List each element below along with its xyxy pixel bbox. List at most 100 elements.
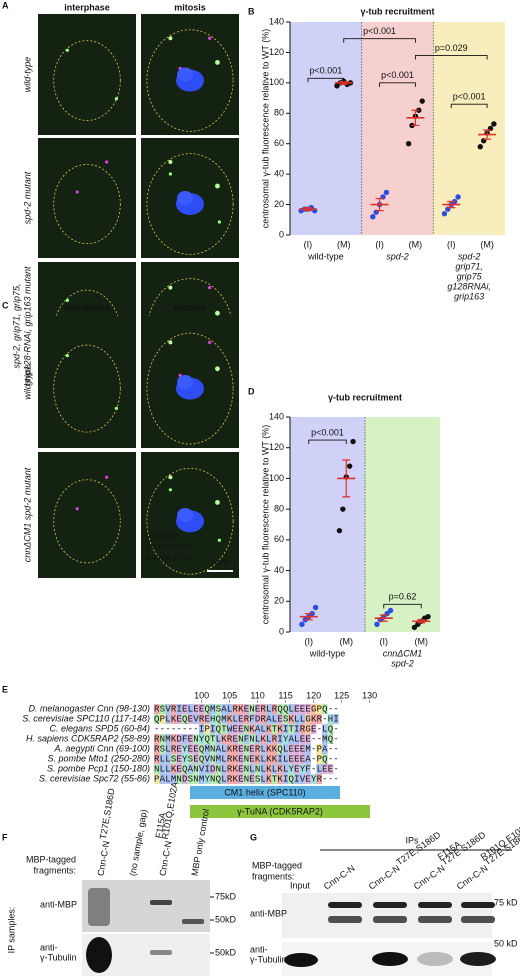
significance-bracket	[343, 38, 416, 43]
residue-cell	[232, 754, 238, 764]
blot-label: γ-Tubulin	[250, 954, 287, 964]
significance-bracket	[450, 103, 488, 109]
residue-cell	[198, 744, 205, 754]
y-tick-label: 140	[269, 16, 284, 26]
significance-label: p<0.001	[453, 92, 486, 102]
residue-cell	[221, 734, 227, 744]
residue-cell	[221, 774, 227, 784]
lane-label: (no sample, gap)	[127, 809, 149, 877]
residue-cell	[210, 724, 216, 734]
residue-cell	[204, 724, 210, 734]
significance-label: p<0.001	[309, 66, 342, 76]
significance-label: p<0.001	[363, 26, 396, 36]
residue-cell	[165, 754, 171, 764]
blot-band	[418, 916, 452, 923]
residue-cell	[187, 704, 194, 714]
centrosome-dot	[217, 538, 221, 542]
data-point	[336, 527, 343, 534]
marker-label: 50kD	[215, 914, 237, 924]
residue-cell	[305, 704, 311, 714]
residue-cell	[198, 774, 205, 784]
dna	[177, 67, 194, 82]
residue-cell	[187, 774, 194, 784]
residue-cell	[277, 774, 283, 784]
residue-cell	[221, 724, 227, 734]
sequence: PALMNDSNMYNQLRKENESLKTKIQIVEYR---	[154, 774, 339, 784]
sequence: RNMKDFENYQTLKRENFNLKLRIYALEE--MQ-	[154, 734, 339, 744]
group-label: grip71,	[455, 261, 483, 271]
significance-label: p=0.62	[389, 592, 417, 602]
residue-cell	[221, 764, 227, 774]
residue-cell	[316, 774, 322, 784]
species-name: H. sapiens CDK5RAP2 (58-89)	[26, 733, 150, 743]
data-point	[312, 604, 319, 611]
residue-cell	[249, 774, 255, 784]
residue-cell	[294, 704, 300, 714]
y-tick-label: 0	[279, 229, 284, 239]
centrosome-dot	[208, 36, 212, 40]
residue-cell	[221, 744, 227, 754]
blot-label: anti-MBP	[40, 899, 77, 909]
residue-cell	[249, 724, 255, 734]
sequence-row: --------IPIQTWEENKALKTKITIRGE-LQ-	[154, 724, 339, 734]
panel-label: D	[248, 386, 255, 396]
residue-cell	[322, 754, 328, 764]
residue-cell	[254, 774, 261, 784]
sequence-row: RLLSEYSEQVNMLRKENEKLKKILEEEA-PQ--	[154, 754, 339, 764]
residue-cell	[210, 734, 216, 744]
data-point	[491, 121, 497, 127]
lane-name: (no sample, gap)	[127, 809, 149, 877]
x-tick-label: (I)	[447, 239, 456, 249]
species-name: C. elegans SPD5 (60-84)	[49, 723, 150, 733]
group-label: wild-type	[307, 251, 344, 261]
residue-cell	[266, 754, 272, 764]
blot-band	[86, 937, 112, 973]
lane-superscript: T27E,S186D	[394, 829, 442, 867]
blot-band	[150, 900, 172, 905]
residue-cell	[310, 774, 317, 784]
y-tick-label: 40	[274, 565, 284, 575]
residue-cell	[221, 714, 227, 724]
residue-cell	[215, 714, 222, 724]
residue-cell	[238, 774, 244, 784]
legend-entry: centrosome	[146, 541, 193, 551]
residue-cell	[288, 724, 294, 734]
residue-cell	[198, 734, 205, 744]
group-label: grip163	[454, 291, 484, 301]
residue-cell	[170, 734, 177, 744]
residue-cell	[215, 754, 222, 764]
scale-label: 5μm	[211, 556, 229, 566]
panel-label: F	[2, 832, 8, 842]
residue-cell	[249, 754, 255, 764]
centrosome-dot	[114, 406, 118, 410]
residue-cell	[294, 754, 300, 764]
residue-cell	[316, 744, 322, 754]
residue-cell	[271, 714, 278, 724]
residue-cell	[288, 704, 294, 714]
data-point	[346, 463, 353, 469]
residue-cell	[154, 704, 160, 714]
residue-cell	[243, 754, 250, 764]
ips-header: IPs	[405, 835, 419, 845]
residue-cell	[182, 744, 188, 754]
y-tick-label: 60	[274, 138, 284, 148]
y-tick-label: 120	[269, 442, 284, 452]
residue-cell	[204, 734, 210, 744]
data-point	[387, 607, 394, 614]
position-label: 105	[222, 690, 237, 700]
residue-cell	[266, 724, 272, 734]
residue-cell	[170, 754, 177, 764]
species-name: S. cerevisiae SPC110 (117-148)	[22, 713, 150, 723]
group-label: spd-2	[391, 658, 414, 668]
species-name: D. melanogaster Cnn (98-130)	[28, 703, 150, 713]
residue-cell	[198, 724, 205, 734]
column-header: mitosis	[174, 302, 206, 312]
sequence: --------IPIQTWEENKALKTKITIRGE-LQ-	[154, 724, 339, 734]
residue-cell	[154, 714, 160, 724]
dna	[177, 508, 194, 522]
residue-cell	[271, 774, 278, 784]
dna	[177, 375, 194, 389]
blot-band	[328, 902, 362, 908]
residue-cell	[238, 734, 244, 744]
